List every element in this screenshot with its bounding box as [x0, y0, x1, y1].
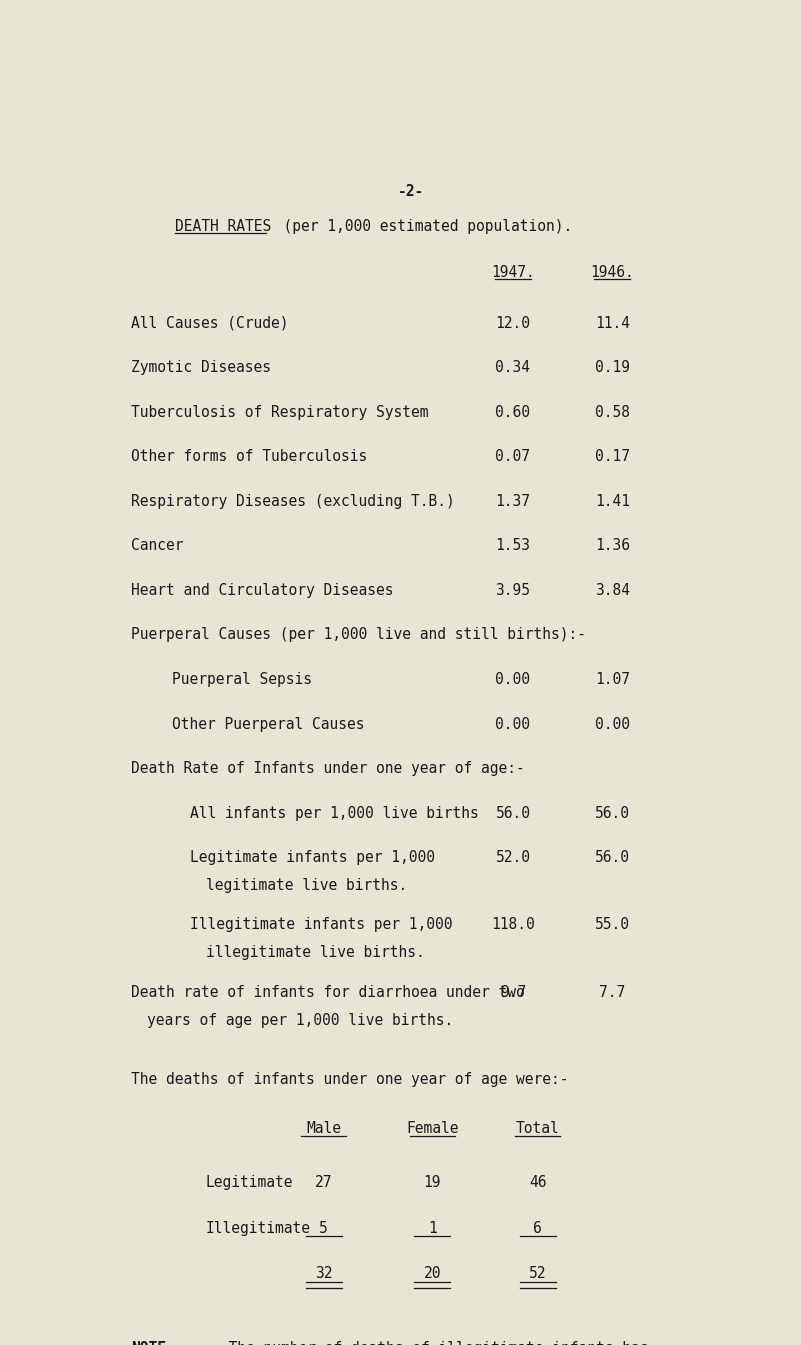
- Text: 46: 46: [529, 1176, 546, 1190]
- Text: NOTE.: NOTE.: [131, 1341, 175, 1345]
- Text: 1.41: 1.41: [595, 494, 630, 508]
- Text: 0.00: 0.00: [496, 717, 530, 732]
- Text: 7.7: 7.7: [599, 985, 626, 999]
- Text: 56.0: 56.0: [595, 806, 630, 820]
- Text: 3.95: 3.95: [496, 582, 530, 599]
- Text: 52.0: 52.0: [496, 850, 530, 865]
- Text: Death rate of infants for diarrhoea under two: Death rate of infants for diarrhoea unde…: [131, 985, 525, 999]
- Text: 0.60: 0.60: [496, 405, 530, 420]
- Text: Death Rate of Infants under one year of age:-: Death Rate of Infants under one year of …: [131, 761, 525, 776]
- Text: 27: 27: [315, 1176, 332, 1190]
- Text: DEATH RATES: DEATH RATES: [175, 219, 271, 234]
- Text: Other Puerperal Causes: Other Puerperal Causes: [171, 717, 364, 732]
- Text: 32: 32: [315, 1267, 332, 1282]
- Text: Legitimate infants per 1,000: Legitimate infants per 1,000: [190, 850, 435, 865]
- Text: Tuberculosis of Respiratory System: Tuberculosis of Respiratory System: [131, 405, 429, 420]
- Text: 12.0: 12.0: [496, 316, 530, 331]
- Text: 1.36: 1.36: [595, 538, 630, 553]
- Text: 0.17: 0.17: [595, 449, 630, 464]
- Text: 1947.: 1947.: [491, 265, 535, 280]
- Text: The deaths of infants under one year of age were:-: The deaths of infants under one year of …: [131, 1072, 569, 1087]
- Text: Heart and Circulatory Diseases: Heart and Circulatory Diseases: [131, 582, 393, 599]
- Text: Female: Female: [406, 1122, 458, 1137]
- Text: Zymotic Diseases: Zymotic Diseases: [131, 360, 272, 375]
- Text: 5: 5: [320, 1221, 328, 1236]
- Text: Respiratory Diseases (excluding T.B.): Respiratory Diseases (excluding T.B.): [131, 494, 455, 508]
- Text: illegitimate live births.: illegitimate live births.: [206, 946, 425, 960]
- Text: 0.00: 0.00: [496, 672, 530, 687]
- Text: 0.34: 0.34: [496, 360, 530, 375]
- Text: Legitimate: Legitimate: [206, 1176, 293, 1190]
- Text: (per 1,000 estimated population).: (per 1,000 estimated population).: [267, 219, 573, 234]
- Text: 1: 1: [428, 1221, 437, 1236]
- Text: 0.58: 0.58: [595, 405, 630, 420]
- Text: All Causes (Crude): All Causes (Crude): [131, 316, 288, 331]
- Text: 9.7: 9.7: [500, 985, 526, 999]
- Text: 19: 19: [424, 1176, 441, 1190]
- Text: 20: 20: [424, 1267, 441, 1282]
- Text: -2-: -2-: [397, 184, 424, 199]
- Text: 0.07: 0.07: [496, 449, 530, 464]
- Text: legitimate live births.: legitimate live births.: [206, 878, 407, 893]
- Text: Illegitimate infants per 1,000: Illegitimate infants per 1,000: [190, 917, 453, 932]
- Text: years of age per 1,000 live births.: years of age per 1,000 live births.: [147, 1013, 453, 1028]
- Text: 0.00: 0.00: [595, 717, 630, 732]
- Text: Male: Male: [306, 1122, 341, 1137]
- Text: 118.0: 118.0: [491, 917, 535, 932]
- Text: 1.53: 1.53: [496, 538, 530, 553]
- Text: All infants per 1,000 live births: All infants per 1,000 live births: [190, 806, 479, 820]
- Text: Puerperal Sepsis: Puerperal Sepsis: [171, 672, 312, 687]
- Text: Total: Total: [516, 1122, 560, 1137]
- Text: 1946.: 1946.: [590, 265, 634, 280]
- Text: 0.19: 0.19: [595, 360, 630, 375]
- Text: Other forms of Tuberculosis: Other forms of Tuberculosis: [131, 449, 368, 464]
- Text: 11.4: 11.4: [595, 316, 630, 331]
- Text: 1.37: 1.37: [496, 494, 530, 508]
- Text: Puerperal Causes (per 1,000 live and still births):-: Puerperal Causes (per 1,000 live and sti…: [131, 628, 586, 643]
- Text: The number of deaths of illegitimate infants has
increased from 3 in 1946 to 6 i: The number of deaths of illegitimate inf…: [176, 1341, 745, 1345]
- Text: 1.07: 1.07: [595, 672, 630, 687]
- Text: 56.0: 56.0: [595, 850, 630, 865]
- Text: 3.84: 3.84: [595, 582, 630, 599]
- Text: Illegitimate: Illegitimate: [206, 1221, 311, 1236]
- Text: 52: 52: [529, 1267, 546, 1282]
- Text: 56.0: 56.0: [496, 806, 530, 820]
- Text: Cancer: Cancer: [131, 538, 183, 553]
- Text: 6: 6: [533, 1221, 542, 1236]
- Text: 55.0: 55.0: [595, 917, 630, 932]
